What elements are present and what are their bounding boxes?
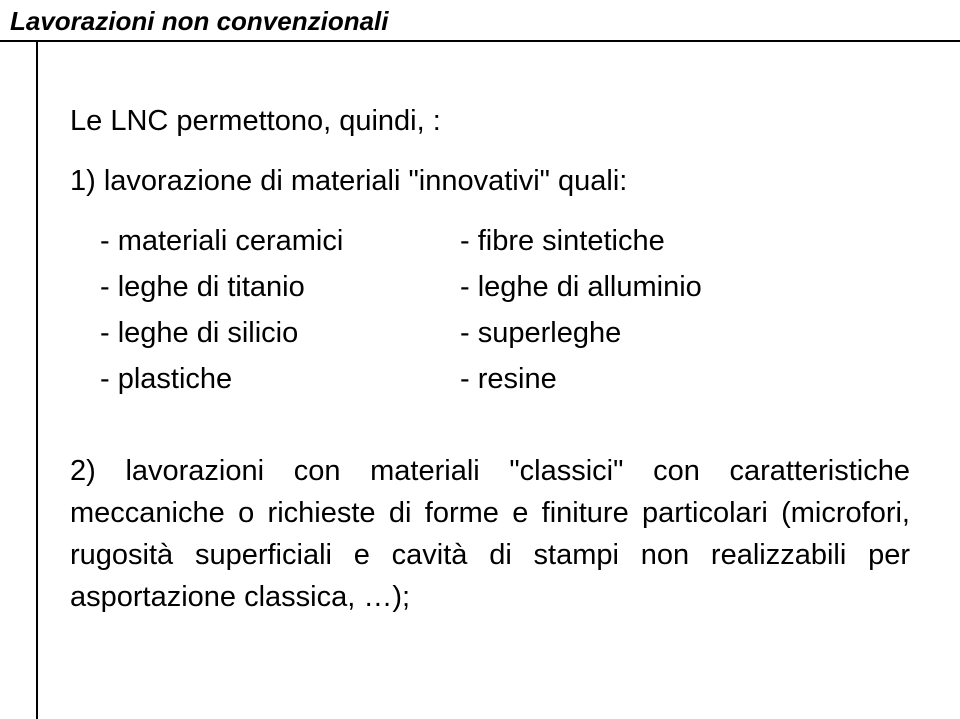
intro-text: Le LNC permettono, quindi, : <box>70 100 920 142</box>
content-area: Le LNC permettono, quindi, : 1) lavorazi… <box>70 100 920 618</box>
point-1-heading: 1) lavorazione di materiali "innovativi"… <box>70 160 920 202</box>
table-cell: - materiali ceramici <box>100 220 460 262</box>
table-cell: - plastiche <box>100 358 460 400</box>
table-cell: - resine <box>460 358 920 400</box>
table-cell: - superleghe <box>460 312 920 354</box>
vertical-rule <box>36 40 38 719</box>
table-cell: - leghe di alluminio <box>460 266 920 308</box>
table-cell: - leghe di silicio <box>100 312 460 354</box>
materials-table: - materiali ceramici - fibre sintetiche … <box>100 220 920 400</box>
slide-page: Lavorazioni non convenzionali Le LNC per… <box>0 0 960 719</box>
table-cell: - leghe di titanio <box>100 266 460 308</box>
page-header-title: Lavorazioni non convenzionali <box>10 6 389 37</box>
table-cell: - fibre sintetiche <box>460 220 920 262</box>
horizontal-rule <box>0 40 960 42</box>
point-2-paragraph: 2) lavorazioni con materiali "classici" … <box>70 450 910 618</box>
